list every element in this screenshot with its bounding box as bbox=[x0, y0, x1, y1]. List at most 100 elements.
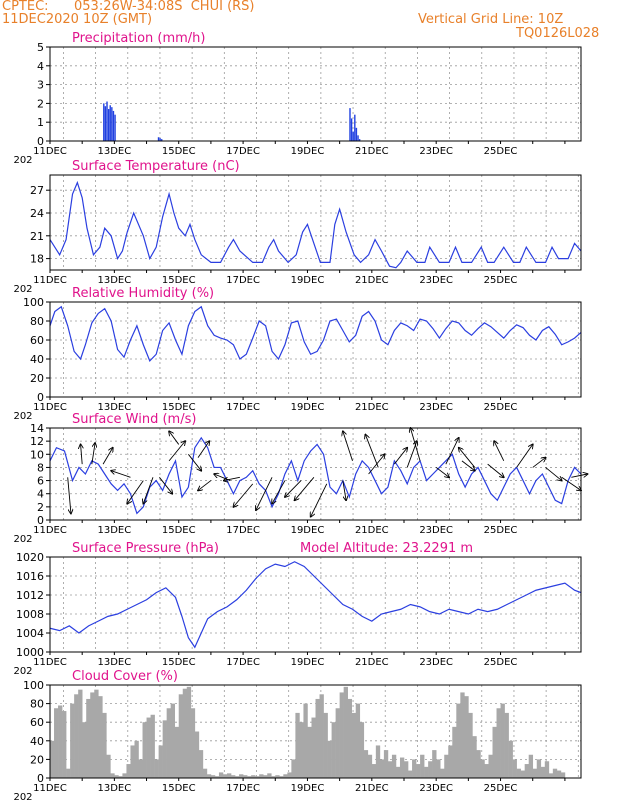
wind-arrow bbox=[81, 444, 83, 465]
cloud-bar bbox=[323, 712, 328, 778]
x-tick-label: 25DEC bbox=[484, 146, 518, 157]
cloud-bar bbox=[391, 754, 397, 778]
precip-bar bbox=[114, 114, 116, 141]
x-tick-label: 11DEC bbox=[33, 525, 67, 536]
cloud-bar bbox=[492, 726, 497, 778]
cloud-bar bbox=[456, 703, 461, 778]
x-tick-label: 23DEC bbox=[419, 657, 453, 668]
wind-arrow bbox=[311, 483, 328, 517]
x-tick-label: 25DEC bbox=[484, 275, 518, 286]
cloud-bar bbox=[552, 768, 558, 778]
cloud-bar bbox=[460, 692, 465, 778]
cloud-bar bbox=[448, 745, 453, 778]
cloud-bar bbox=[428, 761, 433, 778]
y-tick-label: 1020 bbox=[16, 551, 44, 564]
cloud-bar bbox=[395, 766, 401, 778]
y-tick-label: 100 bbox=[23, 679, 44, 692]
precip-bar bbox=[349, 108, 351, 141]
cloud-bar bbox=[58, 705, 63, 778]
y-tick-label: 2 bbox=[37, 97, 44, 110]
x-tick-label: 21DEC bbox=[355, 657, 389, 668]
wind-arrow bbox=[168, 441, 185, 462]
wind-arrow bbox=[365, 435, 379, 468]
series-line bbox=[49, 305, 582, 362]
cloud-bar bbox=[259, 774, 264, 778]
x-tick-label: 17DEC bbox=[226, 402, 260, 413]
x-tick-label: 13DEC bbox=[97, 146, 131, 157]
precip-bar bbox=[157, 137, 160, 141]
cloud-bar bbox=[174, 726, 180, 778]
cloud-bar bbox=[102, 712, 107, 778]
x-tick-label: 19DEC bbox=[291, 525, 325, 536]
series-line bbox=[49, 561, 582, 649]
cloud-bar bbox=[222, 774, 228, 778]
y-tick-label: 10 bbox=[30, 448, 44, 461]
wind-arrow bbox=[342, 480, 346, 501]
panel-title: Relative Humidity (%) bbox=[72, 286, 214, 301]
x-tick-label: 15DEC bbox=[162, 525, 196, 536]
cloud-bar bbox=[560, 772, 566, 778]
cloud-bar bbox=[520, 770, 525, 778]
cloud-bar bbox=[214, 776, 220, 778]
cloud-bar bbox=[130, 745, 135, 778]
wind-arrow bbox=[127, 480, 144, 504]
cloud-bar bbox=[315, 698, 320, 778]
x-tick-label: 15DEC bbox=[162, 402, 196, 413]
x-tick-label: 19DEC bbox=[291, 275, 325, 286]
wind-arrow bbox=[91, 443, 95, 465]
wind-arrow bbox=[571, 474, 587, 478]
x-tick-label: 11DEC bbox=[33, 146, 67, 157]
cloud-bar bbox=[50, 740, 55, 778]
y-tick-label: 6 bbox=[37, 475, 44, 488]
cloud-bar bbox=[383, 750, 389, 778]
cloud-bar bbox=[166, 708, 171, 778]
wind-arrow bbox=[285, 480, 302, 497]
y-tick-label: 21 bbox=[30, 230, 44, 243]
cloud-bar bbox=[379, 759, 385, 778]
x-tick-label: 13DEC bbox=[97, 783, 131, 794]
cloud-bar bbox=[311, 717, 316, 778]
wind-arrow bbox=[295, 476, 315, 500]
y-tick-label: 4 bbox=[37, 60, 44, 73]
cloud-bar bbox=[271, 776, 276, 778]
cloud-bar bbox=[440, 768, 445, 778]
y-tick-label: 80 bbox=[30, 698, 44, 711]
cloud-bar bbox=[339, 692, 344, 778]
cloud-bar bbox=[287, 772, 292, 778]
cloud-bar bbox=[540, 766, 546, 778]
y-tick-label: 20 bbox=[30, 753, 44, 766]
wind-arrow bbox=[516, 444, 533, 468]
cloud-bar bbox=[118, 776, 123, 778]
x-tick-label: 19DEC bbox=[291, 146, 325, 157]
x-tick-label: 15DEC bbox=[162, 275, 196, 286]
x-tick-label: 23DEC bbox=[419, 146, 453, 157]
precip-bar bbox=[352, 131, 354, 141]
precip-bar bbox=[103, 103, 105, 141]
wind-arrow bbox=[445, 438, 459, 465]
x-tick-label: 17DEC bbox=[226, 525, 260, 536]
panel-title: Precipitation (mm/h) bbox=[72, 31, 205, 46]
plot-frame bbox=[49, 174, 582, 271]
wind-arrow bbox=[545, 467, 562, 480]
wind-arrow bbox=[102, 448, 113, 465]
precip-panel: 0 1 2 3 4 5 11DEC 13DEC 15DEC 17DEC 19DEC 21DEC 23DE… bbox=[13, 31, 582, 166]
header-model: TQ0126L028 bbox=[516, 26, 600, 41]
cloud-bar bbox=[86, 698, 91, 778]
cloud-bar bbox=[194, 731, 200, 778]
cloud-bar bbox=[283, 774, 288, 778]
wind-arrow bbox=[393, 448, 407, 465]
cloud-bar bbox=[556, 770, 562, 778]
cloud-bar bbox=[335, 708, 340, 778]
precip-bar bbox=[111, 107, 113, 141]
wind-vectors bbox=[67, 428, 588, 517]
cloud-bar bbox=[98, 696, 103, 778]
x-tick-label: 13DEC bbox=[97, 275, 131, 286]
cloud-bar bbox=[170, 703, 176, 778]
x-tick-label: 23DEC bbox=[419, 783, 453, 794]
precip-bar bbox=[112, 110, 115, 141]
cloud-bar bbox=[235, 776, 240, 778]
header-run: 11DEC2020 10Z (GMT) bbox=[2, 12, 153, 27]
y-tick-label: 0 bbox=[37, 514, 44, 527]
precip-bar bbox=[161, 139, 163, 141]
